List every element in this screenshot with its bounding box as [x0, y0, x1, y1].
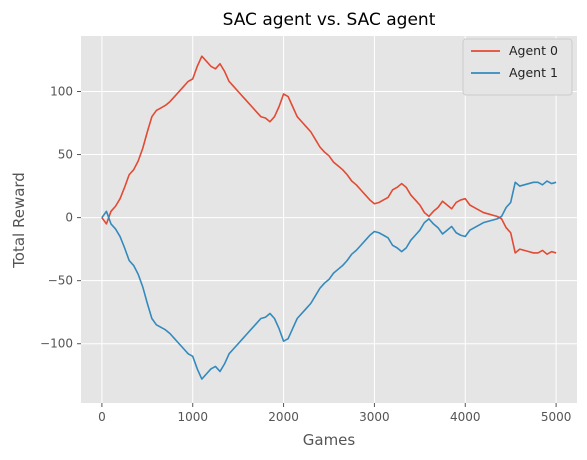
- series-layer: [101, 55, 557, 380]
- chart-title: SAC agent vs. SAC agent: [223, 10, 436, 30]
- legend: Agent 0 Agent 1: [462, 38, 573, 96]
- x-tick-label: 5000: [541, 410, 572, 424]
- x-tick-label: 1000: [177, 410, 208, 424]
- y-tick-label: 100: [50, 84, 73, 98]
- y-tick-label: 0: [65, 211, 73, 225]
- y-tick-label: 50: [58, 148, 73, 162]
- y-axis-label: Total Reward: [10, 172, 28, 269]
- x-tick-label: 4000: [450, 410, 481, 424]
- series-line-agent-1: [101, 180, 557, 380]
- y-tick-label: −100: [40, 337, 73, 351]
- legend-label-agent-1: Agent 1: [509, 65, 558, 80]
- x-axis-label: Games: [303, 431, 356, 449]
- y-tick-label: −50: [48, 274, 73, 288]
- x-tick-label: 3000: [359, 410, 390, 424]
- legend-box: [462, 38, 573, 96]
- legend-label-agent-0: Agent 0: [509, 43, 558, 58]
- x-tick-label: 2000: [268, 410, 299, 424]
- x-tick-label: 0: [98, 410, 106, 424]
- ticks: 0 1000 2000 3000 4000 5000 −100 −50 0 50 100: [40, 84, 571, 424]
- series-line-agent-0: [101, 55, 557, 255]
